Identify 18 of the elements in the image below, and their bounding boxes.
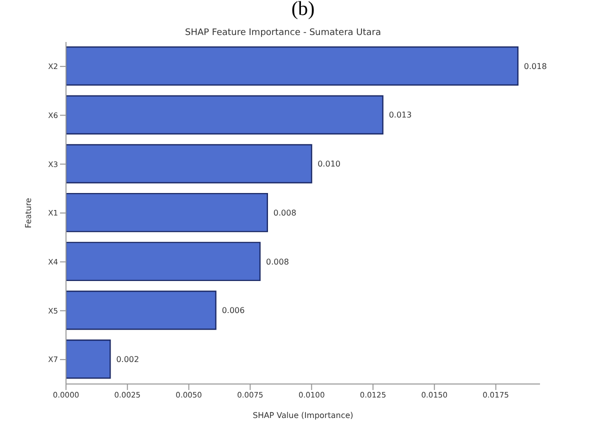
bar — [66, 192, 268, 232]
data-label: 0.018 — [524, 62, 547, 71]
data-label: 0.008 — [273, 208, 296, 218]
bar — [66, 242, 261, 282]
bar — [66, 340, 111, 379]
chart-title: SHAP Feature Importance - Sumatera Utara — [184, 28, 382, 38]
data-label: 0.006 — [222, 306, 245, 316]
text: (b) — [290, 0, 316, 20]
data-label: 0.010 — [318, 160, 340, 169]
bar — [66, 290, 216, 330]
data-label: 0.013 — [388, 110, 412, 120]
x-axis-title: SHAP Value (Importance) — [252, 411, 354, 420]
y-axis-title: Feature — [24, 198, 33, 228]
bar — [66, 95, 384, 134]
data-label: 0.002 — [116, 354, 140, 364]
bar — [66, 46, 518, 86]
data-label: 0.008 — [266, 257, 289, 266]
bar — [66, 144, 312, 184]
